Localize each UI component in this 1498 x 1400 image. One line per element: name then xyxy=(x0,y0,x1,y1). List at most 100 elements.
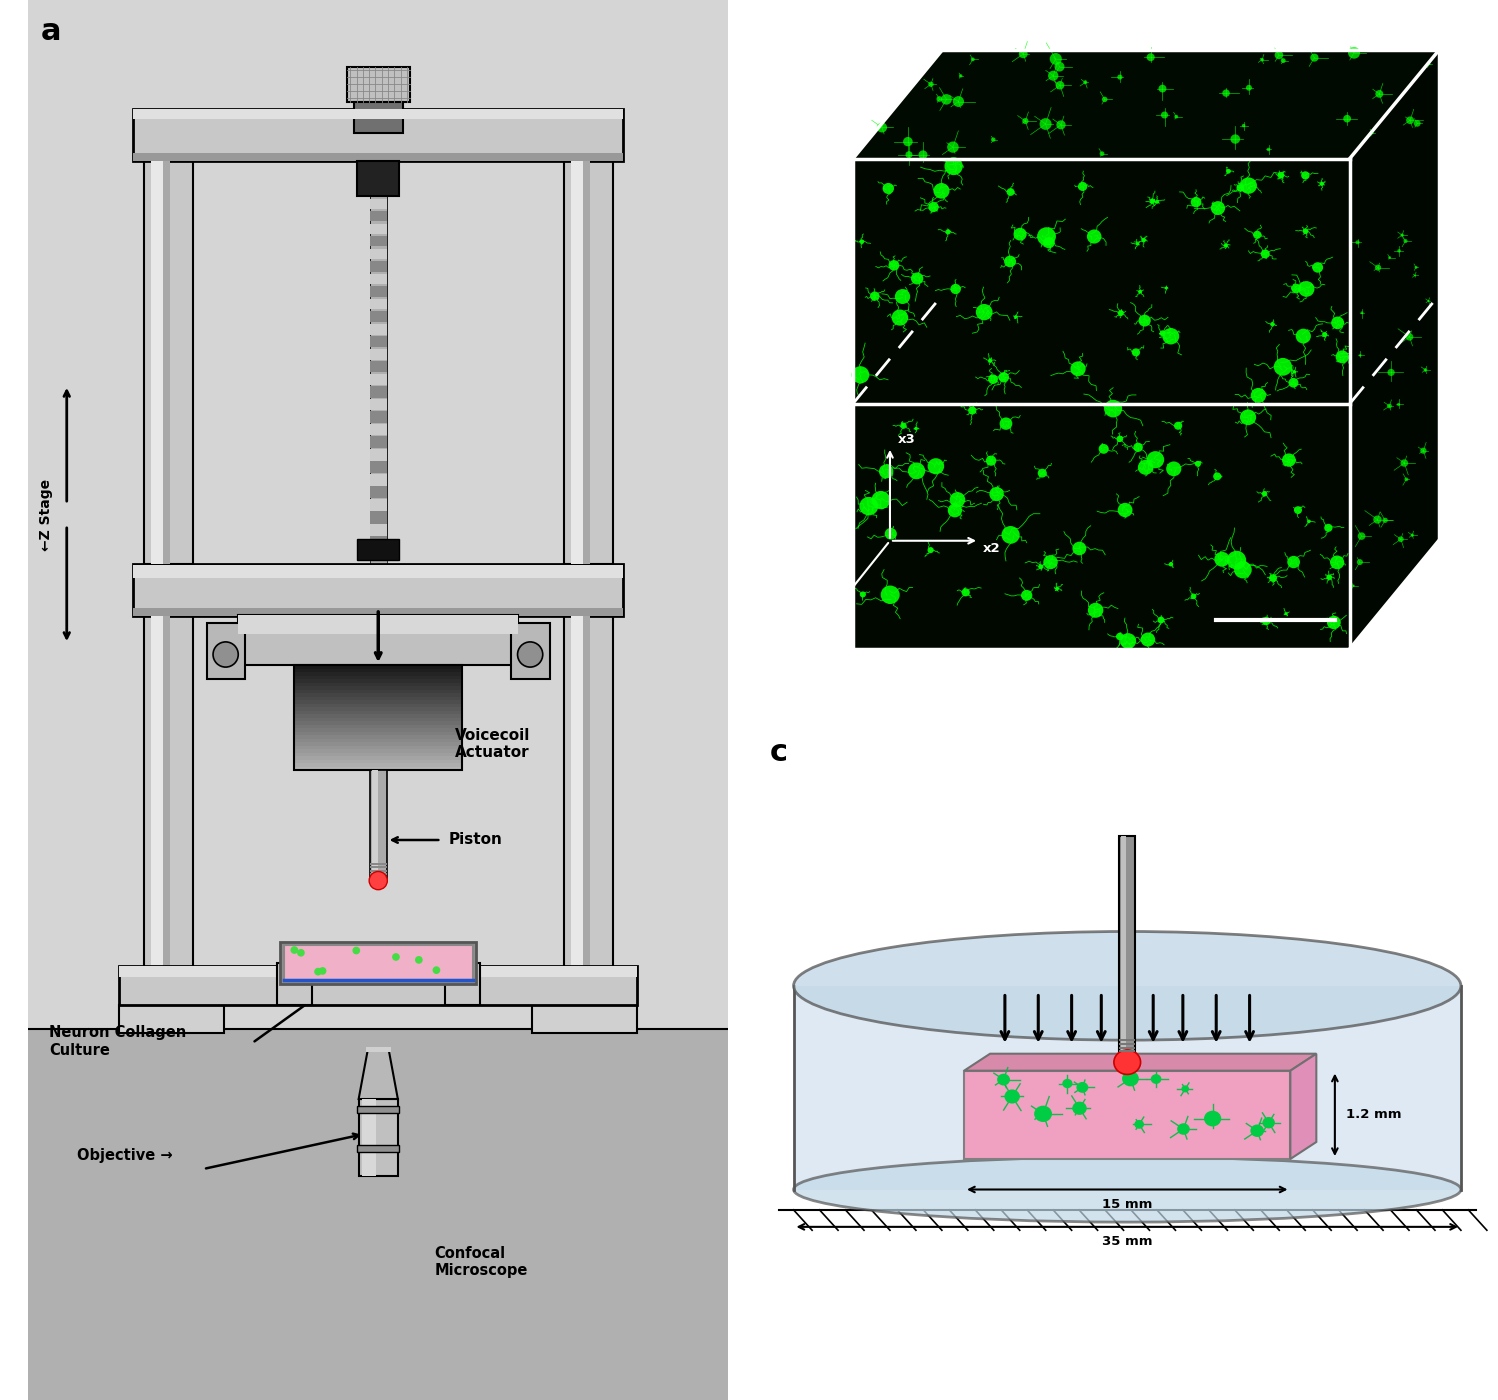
Bar xyxy=(370,517,386,524)
Bar xyxy=(370,392,386,398)
Circle shape xyxy=(1019,49,1028,59)
Circle shape xyxy=(1222,90,1230,97)
Circle shape xyxy=(1360,311,1363,314)
Circle shape xyxy=(1049,70,1059,81)
Circle shape xyxy=(1191,197,1201,207)
Text: ←Z Stage: ←Z Stage xyxy=(39,479,52,550)
Text: x1: x1 xyxy=(824,610,840,623)
Bar xyxy=(133,564,623,577)
Bar xyxy=(370,227,386,234)
Circle shape xyxy=(851,367,869,384)
Bar xyxy=(563,161,613,563)
Bar xyxy=(370,542,386,549)
Bar xyxy=(346,66,410,102)
Bar xyxy=(294,679,463,683)
Circle shape xyxy=(1383,518,1387,524)
Circle shape xyxy=(1174,115,1179,119)
Circle shape xyxy=(929,81,933,87)
Bar xyxy=(370,199,386,204)
Circle shape xyxy=(1353,584,1354,587)
Circle shape xyxy=(1326,574,1332,580)
Bar xyxy=(563,613,613,983)
Text: 15 mm: 15 mm xyxy=(1103,1197,1152,1211)
Circle shape xyxy=(989,374,998,384)
Circle shape xyxy=(860,591,866,598)
Circle shape xyxy=(1164,287,1168,290)
Circle shape xyxy=(944,157,963,175)
Circle shape xyxy=(1138,290,1141,294)
Bar xyxy=(357,1106,400,1113)
Bar xyxy=(133,109,623,161)
Circle shape xyxy=(1071,361,1086,377)
Bar xyxy=(370,454,386,461)
Bar xyxy=(357,1145,400,1151)
Bar xyxy=(151,161,168,563)
Bar xyxy=(370,479,386,486)
Bar xyxy=(151,613,168,983)
Bar xyxy=(965,1071,1290,1159)
Polygon shape xyxy=(852,158,1350,650)
Text: x3: x3 xyxy=(897,434,915,447)
Circle shape xyxy=(885,528,897,539)
Circle shape xyxy=(1062,1079,1073,1088)
Circle shape xyxy=(1320,182,1324,186)
Bar xyxy=(1119,1047,1135,1049)
Circle shape xyxy=(1224,244,1228,248)
Bar xyxy=(370,367,386,372)
Bar xyxy=(1122,836,1126,1053)
Bar xyxy=(370,342,386,347)
Circle shape xyxy=(962,588,969,596)
Circle shape xyxy=(900,423,906,428)
Circle shape xyxy=(1270,322,1275,326)
Circle shape xyxy=(1043,554,1058,570)
Bar xyxy=(370,568,386,574)
Bar xyxy=(583,161,590,563)
Circle shape xyxy=(1282,454,1296,466)
Circle shape xyxy=(911,273,923,284)
Circle shape xyxy=(1213,472,1221,480)
Circle shape xyxy=(1022,589,1032,601)
Circle shape xyxy=(876,122,887,133)
Circle shape xyxy=(1204,1110,1221,1127)
Bar xyxy=(370,504,386,511)
Circle shape xyxy=(1079,182,1088,190)
Bar xyxy=(370,311,386,318)
Circle shape xyxy=(882,183,894,195)
Circle shape xyxy=(1260,57,1264,62)
Bar xyxy=(294,753,463,756)
Circle shape xyxy=(1056,81,1065,90)
Circle shape xyxy=(947,141,959,153)
Bar xyxy=(370,486,386,493)
Circle shape xyxy=(1043,237,1055,248)
Circle shape xyxy=(950,284,960,294)
Circle shape xyxy=(1177,1123,1189,1135)
Bar xyxy=(294,763,463,767)
Bar xyxy=(120,966,637,1005)
Circle shape xyxy=(297,949,304,956)
Circle shape xyxy=(860,497,878,515)
Circle shape xyxy=(1073,1102,1086,1114)
Circle shape xyxy=(1423,368,1428,372)
Circle shape xyxy=(352,946,360,955)
Bar xyxy=(357,539,400,560)
Bar xyxy=(370,211,386,217)
Bar xyxy=(294,739,463,742)
Circle shape xyxy=(1195,461,1201,466)
Bar xyxy=(294,745,463,749)
Text: x2: x2 xyxy=(983,542,1001,554)
Circle shape xyxy=(1240,178,1257,193)
Circle shape xyxy=(1146,451,1164,468)
Circle shape xyxy=(1056,120,1065,129)
Bar xyxy=(370,876,386,879)
Circle shape xyxy=(1357,532,1366,540)
Circle shape xyxy=(927,547,933,553)
Bar xyxy=(294,767,463,770)
Bar xyxy=(370,266,386,272)
Circle shape xyxy=(1428,63,1431,66)
Bar xyxy=(370,874,386,875)
Bar xyxy=(370,316,386,322)
Text: b: b xyxy=(771,18,792,48)
Circle shape xyxy=(1118,311,1124,316)
Circle shape xyxy=(1269,574,1278,582)
Circle shape xyxy=(315,967,322,976)
